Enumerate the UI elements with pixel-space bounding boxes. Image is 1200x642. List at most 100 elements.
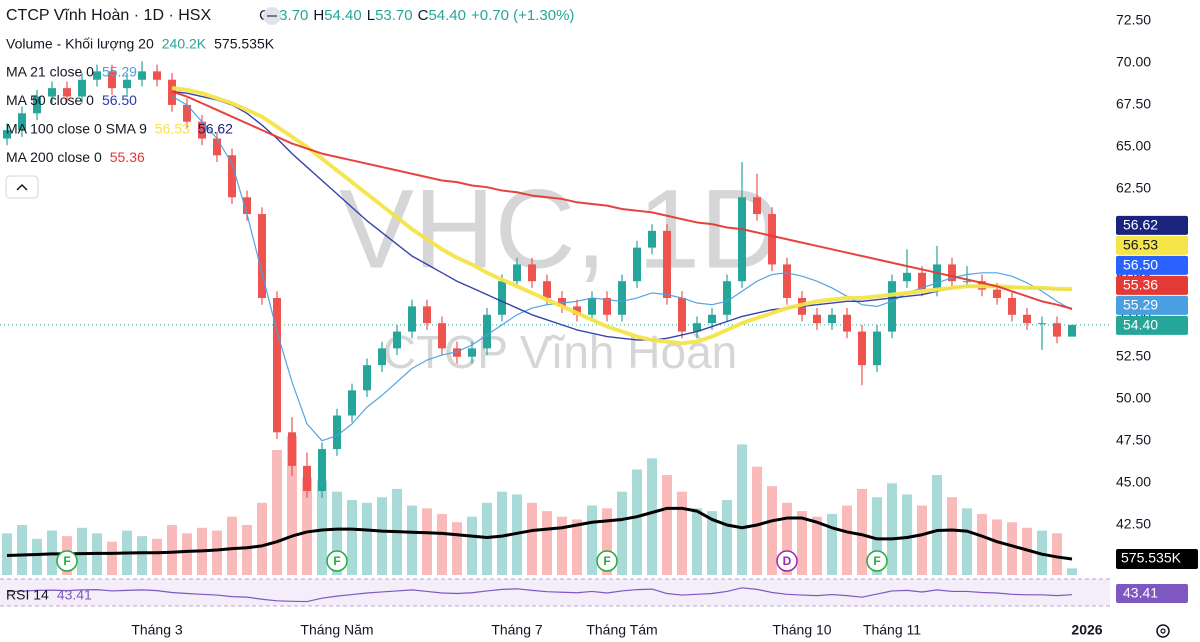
price-label: 56.62 — [1123, 217, 1158, 233]
candle-body — [573, 306, 581, 315]
legend-text: MA 21 close 0 — [6, 64, 94, 80]
volume-bar — [872, 497, 882, 575]
price-label-box — [1116, 215, 1188, 235]
y-tick-label: 45.00 — [1116, 473, 1151, 489]
volume-bar — [167, 525, 177, 575]
candle-body — [123, 79, 131, 89]
x-tick-label: Tháng Tám — [586, 622, 657, 638]
candle-body — [153, 71, 161, 80]
candle-body — [468, 348, 476, 357]
candle-body — [3, 130, 11, 139]
volume-bar — [947, 497, 957, 575]
price-label-box — [1116, 235, 1188, 255]
volume-bar — [527, 502, 537, 575]
volume-bar — [227, 516, 237, 575]
candle-body — [18, 113, 26, 131]
settings-icon-center — [1160, 628, 1166, 634]
candle-body — [408, 306, 416, 332]
legend-text: MA 100 close 0 SMA 9 — [6, 121, 147, 137]
candle-body — [618, 281, 626, 315]
volume-bar — [797, 511, 807, 575]
candle-body — [783, 264, 791, 298]
settings-icon[interactable] — [1156, 624, 1170, 638]
y-tick-label: 70.00 — [1116, 54, 1151, 70]
volume-bar — [1052, 533, 1062, 575]
y-tick-label: 47.50 — [1116, 431, 1151, 447]
event-marker — [776, 550, 798, 572]
candle-body — [288, 432, 296, 466]
volume-bar — [887, 483, 897, 575]
candle-body — [843, 314, 851, 332]
volume-bar — [677, 491, 687, 575]
volume-bar — [707, 511, 717, 575]
volume-bar — [182, 533, 192, 575]
candle-body — [213, 138, 221, 156]
candle-body — [258, 214, 266, 298]
candle-body — [693, 323, 701, 332]
candle-body — [768, 214, 776, 265]
candle-body — [948, 264, 956, 282]
candle-body — [1038, 323, 1046, 325]
volume-bar — [992, 519, 1002, 575]
legend-text: RSI 14 — [6, 587, 49, 603]
volume-bar — [722, 500, 732, 575]
legend-text: 575.535K — [214, 36, 275, 52]
price-label: 55.36 — [1123, 277, 1158, 293]
legend-text: MA 50 close 0 — [6, 92, 94, 108]
candle-body — [588, 297, 596, 315]
candle-body — [273, 297, 281, 433]
candle-body — [858, 331, 866, 366]
candle-body — [48, 88, 56, 97]
legend-text: 240.2K — [162, 36, 207, 52]
volume-label-box — [1116, 549, 1198, 570]
watermark-symbol: VHC, 1D — [339, 167, 781, 292]
volume-bar — [437, 513, 447, 575]
collapse-button[interactable] — [5, 175, 39, 199]
candle-body — [918, 272, 926, 290]
price-label: 56.50 — [1123, 257, 1158, 273]
candle-body — [648, 230, 656, 248]
ma-line — [171, 90, 1073, 310]
candle-body — [888, 281, 896, 332]
volume-bar — [407, 505, 417, 575]
legend-text: H — [313, 7, 324, 24]
volume-bar — [1067, 568, 1077, 575]
legend-text: 56.50 — [102, 92, 137, 108]
volume-bar — [632, 469, 642, 575]
candle-body — [528, 264, 536, 282]
y-tick-label: 65.00 — [1116, 138, 1151, 154]
candle-body — [708, 314, 716, 324]
candle-body — [738, 197, 746, 282]
volume-bar — [332, 491, 342, 575]
y-tick-label: 72.50 — [1116, 12, 1151, 28]
candle-body — [423, 306, 431, 324]
candle-body — [63, 88, 71, 97]
candle-body — [303, 465, 311, 492]
candle-body — [993, 289, 1001, 298]
event-label: D — [783, 554, 792, 568]
volume-bar — [422, 508, 432, 575]
legend-text: L — [367, 7, 375, 24]
volume-bar — [842, 505, 852, 575]
price-label: 56.53 — [1123, 237, 1158, 253]
legend-text: CTCP Vĩnh Hoàn · 1D · HSX — [6, 7, 211, 24]
candle-body — [138, 71, 146, 80]
volume-bar — [782, 502, 792, 575]
price-label: 55.29 — [1123, 297, 1158, 313]
volume-bar — [242, 525, 252, 575]
candle-body — [558, 297, 566, 307]
legend-text: 53.70 — [375, 7, 413, 24]
volume-bar — [932, 475, 942, 575]
price-label: 54.40 — [1123, 317, 1158, 333]
candle-body — [393, 331, 401, 349]
candle-body — [348, 390, 356, 416]
y-tick-label: 50.00 — [1116, 389, 1151, 405]
volume-bar — [752, 466, 762, 575]
volume-bar — [602, 508, 612, 575]
volume-bar — [557, 516, 567, 575]
legend-text: 55.29 — [102, 64, 137, 80]
y-tick-label: 67.50 — [1116, 96, 1151, 112]
volume-bar — [452, 522, 462, 575]
candle-body — [363, 365, 371, 391]
